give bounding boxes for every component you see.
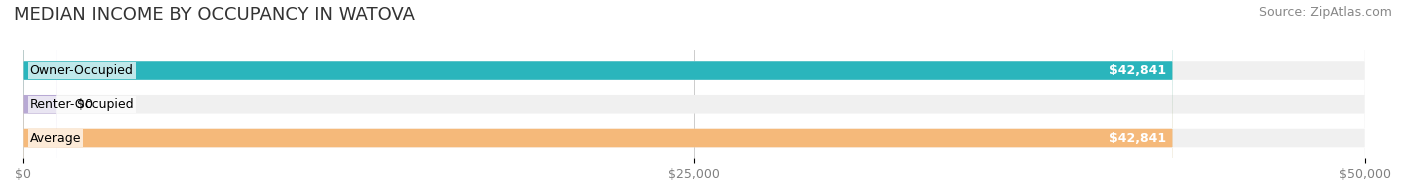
- Text: $42,841: $42,841: [1109, 64, 1166, 77]
- Text: $42,841: $42,841: [1109, 132, 1166, 144]
- FancyBboxPatch shape: [22, 0, 1365, 196]
- Text: Source: ZipAtlas.com: Source: ZipAtlas.com: [1258, 6, 1392, 19]
- FancyBboxPatch shape: [22, 0, 1365, 196]
- Text: Average: Average: [30, 132, 82, 144]
- Text: Owner-Occupied: Owner-Occupied: [30, 64, 134, 77]
- FancyBboxPatch shape: [22, 0, 56, 196]
- FancyBboxPatch shape: [22, 0, 1173, 196]
- FancyBboxPatch shape: [22, 0, 1173, 196]
- Text: $0: $0: [77, 98, 93, 111]
- FancyBboxPatch shape: [22, 0, 1365, 196]
- Text: Renter-Occupied: Renter-Occupied: [30, 98, 135, 111]
- Text: MEDIAN INCOME BY OCCUPANCY IN WATOVA: MEDIAN INCOME BY OCCUPANCY IN WATOVA: [14, 6, 415, 24]
